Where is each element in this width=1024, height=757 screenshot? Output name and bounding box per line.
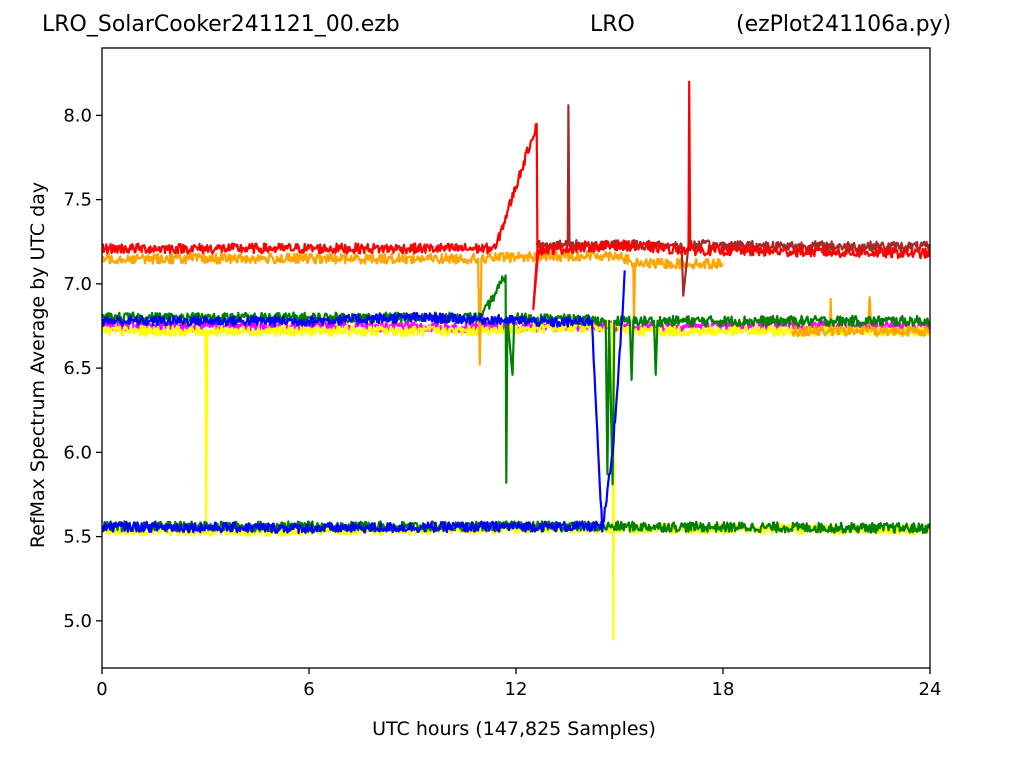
series-line-2-0 — [102, 250, 724, 366]
y-tick-label: 6.0 — [63, 442, 92, 463]
x-tick-label: 6 — [303, 679, 314, 700]
y-tick-label: 7.0 — [63, 274, 92, 295]
series-line-2-1 — [790, 296, 930, 338]
series-line-4-0 — [102, 80, 930, 311]
series-line-6-1 — [560, 270, 626, 533]
y-tick-label: 6.5 — [63, 358, 92, 379]
y-axis-label: RefMax Spectrum Average by UTC day — [27, 181, 49, 549]
series-line-6-0 — [102, 311, 562, 328]
x-axis-label: UTC hours (147,825 Samples) — [372, 718, 656, 740]
x-tick-label: 24 — [919, 679, 942, 700]
y-tick-label: 8.0 — [63, 105, 92, 126]
series-line-3-0 — [535, 104, 930, 297]
chart-title-file: LRO_SolarCooker241121_00.ezb — [42, 12, 400, 37]
y-tick-label: 7.5 — [63, 190, 92, 211]
chart-title-script: (ezPlot241106a.py) — [736, 12, 952, 37]
y-tick-label: 5.0 — [63, 611, 92, 632]
series-line-6-2 — [102, 520, 605, 535]
x-tick-label: 12 — [505, 679, 528, 700]
plot-frame — [101, 47, 931, 669]
chart-title-station: LRO — [590, 12, 635, 37]
x-tick-label: 0 — [96, 679, 107, 700]
x-tick-label: 18 — [712, 679, 735, 700]
axes-layer: 0 6 12 18 24 5.0 5.5 6.0 6.5 7.0 7.5 8.0 — [63, 47, 942, 700]
series-line-1-0 — [102, 320, 930, 641]
series-layer — [102, 80, 930, 641]
y-tick-label: 5.5 — [63, 527, 92, 548]
series-line-5-0 — [102, 274, 930, 486]
